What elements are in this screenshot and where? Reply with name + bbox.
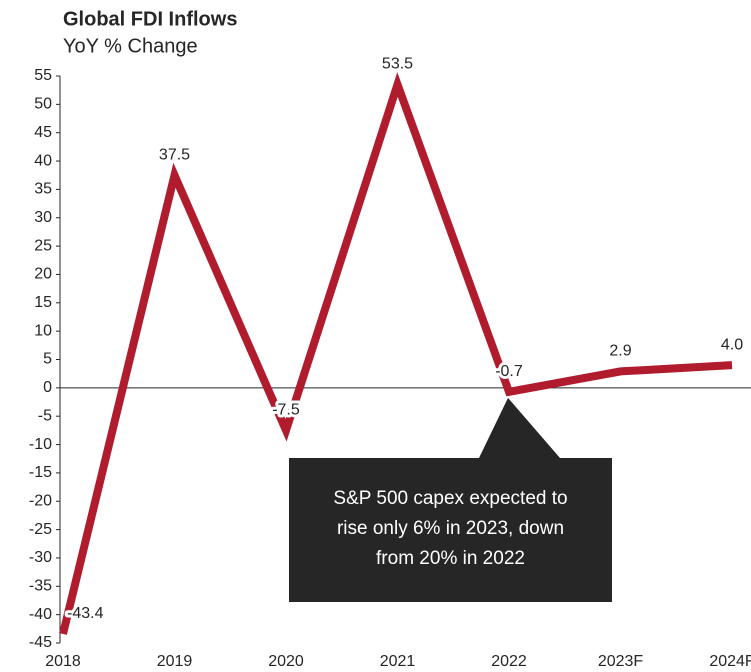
y-tick-label: -25 xyxy=(29,521,52,538)
x-tick-label: 2023F xyxy=(598,653,644,670)
y-tick-label: -20 xyxy=(29,492,52,509)
x-tick-label: 2018 xyxy=(45,653,81,670)
y-tick-label: 5 xyxy=(43,351,52,368)
y-tick-label: 30 xyxy=(34,209,52,226)
line xyxy=(59,72,733,635)
data-label: -7.5 xyxy=(272,402,300,419)
y-tick-label: -10 xyxy=(29,436,52,453)
annotation-box xyxy=(289,397,612,602)
x-tick-label: 2022 xyxy=(491,653,527,670)
y-tick-label: 55 xyxy=(34,67,52,84)
x-tick-label: 2021 xyxy=(380,653,416,670)
data-label: 53.5 xyxy=(382,56,413,73)
data-label: 2.9 xyxy=(609,343,631,360)
x-tick-label: 2019 xyxy=(157,653,193,670)
annotation-text: from 20% in 2022 xyxy=(376,548,525,569)
y-tick-label: -45 xyxy=(29,634,52,651)
chart-title: Global FDI Inflows xyxy=(63,8,237,30)
y-tick-label: 20 xyxy=(34,266,52,283)
y-tick-label: -40 xyxy=(29,606,52,623)
x-tick-label: 2024F xyxy=(709,653,751,670)
data-label: 4.0 xyxy=(721,336,743,353)
y-tick-label: 15 xyxy=(34,294,52,311)
x-tick-label: 2020 xyxy=(268,653,304,670)
y-tick-label: 25 xyxy=(34,237,52,254)
y-tick-label: 35 xyxy=(34,181,52,198)
data-label: -43.4 xyxy=(67,605,104,622)
chart-subtitle: YoY % Change xyxy=(63,35,198,57)
y-tick-label: -5 xyxy=(38,407,52,424)
y-tick-label: -30 xyxy=(29,549,52,566)
annotation-text: S&P 500 capex expected to xyxy=(333,488,567,509)
data-label: -0.7 xyxy=(495,363,523,380)
y-tick-label: -15 xyxy=(29,464,52,481)
y-tick-label: 0 xyxy=(43,379,52,396)
y-tick-label: -35 xyxy=(29,578,52,595)
y-tick-label: 40 xyxy=(34,152,52,169)
annotation-text: rise only 6% in 2023, down xyxy=(337,518,564,539)
y-tick-label: 50 xyxy=(34,96,52,113)
y-tick-label: 10 xyxy=(34,322,52,339)
y-tick-label: 45 xyxy=(34,124,52,141)
data-label: 37.5 xyxy=(159,146,190,163)
